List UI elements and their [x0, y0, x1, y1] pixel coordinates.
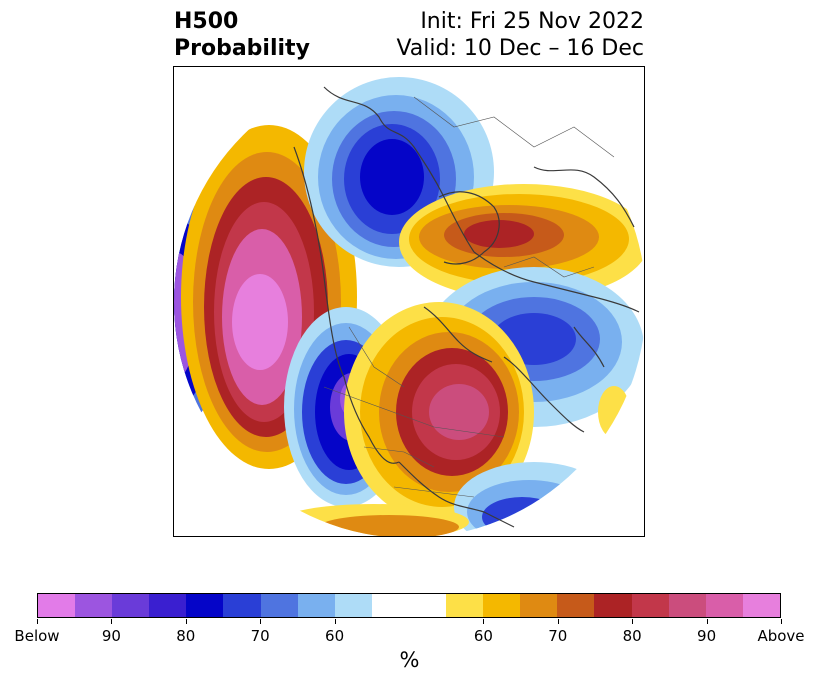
colorbar-segment	[75, 594, 113, 617]
colorbar-tick-label: 90	[697, 627, 717, 645]
colorbar-segment	[742, 594, 780, 617]
init-time: Init: Fri 25 Nov 2022	[420, 9, 644, 34]
colorbar-segment	[408, 594, 447, 617]
colorbar-segment	[631, 594, 669, 617]
colorbar-tick-mark	[111, 619, 113, 624]
colorbar-tick-label: Above	[757, 627, 805, 645]
colorbar-segment	[186, 594, 224, 617]
colorbar-segment	[557, 594, 595, 617]
east-small-ridge	[598, 386, 630, 438]
polar-map	[173, 66, 645, 537]
colorbar-segment	[223, 594, 261, 617]
colorbar-tick-label: 70	[548, 627, 568, 645]
colorbar-segment	[483, 594, 521, 617]
colorbar-tick-mark	[37, 619, 38, 624]
colorbar-ticks: Below 90 80 70 60 60 70 80 90 Above	[14, 619, 805, 649]
colorbar-tick-mark	[185, 619, 187, 624]
political-borders	[323, 96, 615, 498]
colorbar-segment	[297, 594, 335, 617]
colorbar-segment	[371, 594, 409, 617]
colorbar-segment	[705, 594, 743, 617]
valid-range: Valid: 10 Dec – 16 Dec	[396, 36, 644, 61]
colorbar-segment	[668, 594, 706, 617]
colorbar-label: %	[399, 648, 420, 672]
probability-map-svg	[174, 77, 644, 536]
coastlines	[293, 86, 640, 528]
colorbar-tick-mark	[334, 619, 336, 624]
colorbar-tick-label: 80	[176, 627, 196, 645]
colorbar-tick-mark	[557, 619, 559, 624]
colorbar-segment	[149, 594, 187, 617]
east-canada-ridge-anomaly	[344, 302, 534, 522]
colorbar-tick-label: 60	[473, 627, 493, 645]
colorbar-segment	[334, 594, 372, 617]
variable-label: H500	[174, 9, 239, 34]
colorbar-segment	[594, 594, 632, 617]
siberia-ridge-anomaly	[399, 184, 644, 300]
colorbar-tick-label: 80	[622, 627, 642, 645]
colorbar-segment	[260, 594, 298, 617]
colorbar-segment	[112, 594, 150, 617]
colorbar-tick-label: 60	[325, 627, 345, 645]
colorbar-tick-mark	[260, 619, 262, 624]
colorbar-tick-mark	[706, 619, 708, 624]
product-label: Probability	[174, 36, 310, 61]
colorbar-tick-mark	[632, 619, 634, 624]
colorbar-tick-label: 90	[101, 627, 121, 645]
colorbar-tick-mark	[483, 619, 485, 624]
colorbar-tick-label: Below	[14, 627, 60, 645]
colorbar-tick-mark	[781, 619, 782, 624]
colorbar-segment	[446, 594, 484, 617]
chart-title-right: Init: Fri 25 Nov 2022 Valid: 10 Dec – 16…	[396, 8, 644, 62]
colorbar	[37, 593, 781, 618]
chart-title-left: H500 Probability	[174, 8, 310, 62]
colorbar-tick-label: 70	[250, 627, 270, 645]
colorbar-segment	[38, 594, 76, 617]
colorbar-segment	[520, 594, 558, 617]
